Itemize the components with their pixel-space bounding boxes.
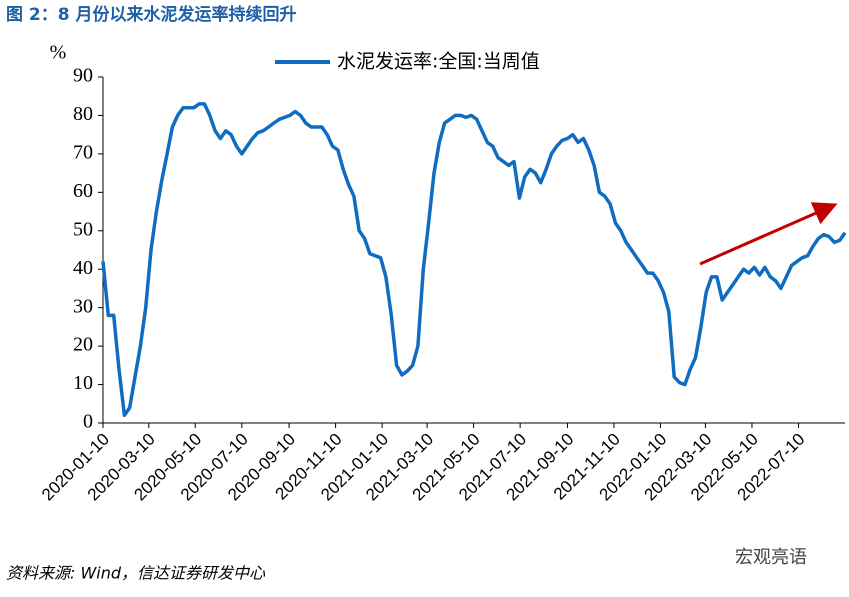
legend-label: 水泥发运率:全国:当周值	[337, 51, 540, 73]
watermark: 宏观亮语	[735, 547, 807, 568]
y-tick-label: 70	[73, 141, 93, 163]
y-tick-label: 0	[83, 411, 93, 433]
chart-title: 图 2：8 月份以来水泥发运率持续回升	[6, 4, 297, 25]
y-tick-label: 80	[73, 103, 93, 125]
y-tick-label: 50	[73, 218, 93, 240]
y-tick-label: 20	[73, 334, 93, 356]
y-tick-label: 10	[73, 372, 93, 394]
source-note: 资料来源: Wind，信达证券研发中心	[6, 564, 266, 583]
y-tick-label: 60	[73, 180, 93, 202]
series-line	[101, 102, 847, 418]
y-tick-label: 30	[73, 295, 93, 317]
trend-arrow	[699, 202, 838, 266]
y-unit: %	[50, 42, 67, 64]
y-tick-label: 90	[73, 65, 93, 87]
y-tick-label: 40	[73, 257, 93, 279]
